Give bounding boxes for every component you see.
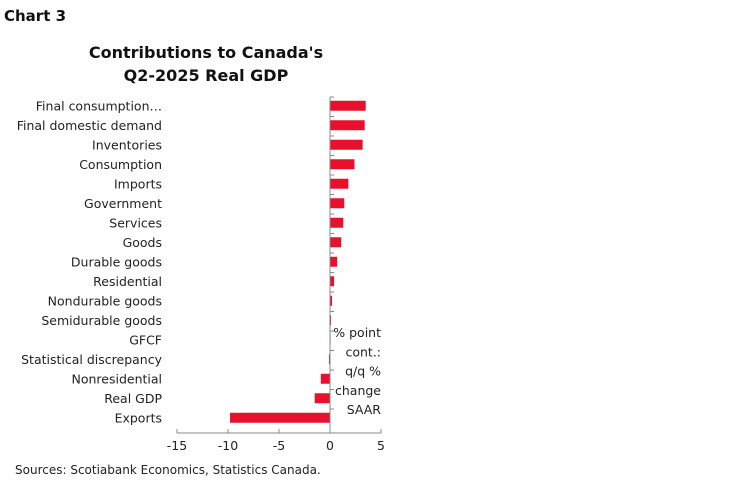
- axis-unit-annotation: change: [335, 383, 381, 398]
- bar: [320, 373, 330, 384]
- category-label: Real GDP: [104, 391, 162, 406]
- category-label: Nondurable goods: [48, 293, 162, 308]
- chart-title-line-2: Q2-2025 Real GDP: [124, 66, 289, 85]
- bar: [328, 354, 330, 365]
- chart-label: Chart 3: [4, 7, 66, 25]
- axis-unit-annotation: SAAR: [347, 402, 382, 417]
- axis-unit-annotation: % point: [333, 325, 381, 340]
- bar: [330, 139, 363, 150]
- category-label: Exports: [115, 410, 162, 425]
- category-label: Residential: [93, 274, 162, 289]
- category-label: Nonresidential: [71, 371, 162, 386]
- category-label: Imports: [114, 176, 162, 191]
- axis-unit-annotation: cont.:: [345, 344, 381, 359]
- x-tick-label: -10: [218, 438, 238, 453]
- axis-unit-annotation: q/q %: [345, 364, 381, 379]
- category-label: Consumption: [79, 157, 162, 172]
- category-label: Semidurable goods: [41, 313, 162, 328]
- bar: [330, 198, 345, 209]
- bar: [330, 178, 349, 189]
- bar: [330, 315, 332, 326]
- category-label: Durable goods: [71, 254, 162, 269]
- bar: [330, 295, 333, 306]
- category-label: Government: [84, 196, 162, 211]
- bar: [330, 256, 338, 267]
- x-tick-label: 0: [326, 438, 334, 453]
- bar: [330, 276, 335, 287]
- category-label: Statistical discrepancy: [21, 352, 162, 367]
- source-note: Sources: Scotiabank Economics, Statistic…: [15, 463, 321, 477]
- bar: [230, 412, 330, 423]
- category-label: Goods: [123, 235, 162, 250]
- bar: [330, 159, 355, 170]
- bar: [330, 237, 342, 248]
- x-tick-label: -5: [273, 438, 285, 453]
- x-tick-label: -15: [167, 438, 187, 453]
- chart-title-line-1: Contributions to Canada's: [89, 43, 323, 62]
- x-tick-label: 5: [377, 438, 385, 453]
- bar: [330, 120, 365, 131]
- category-label: Final consumption…: [36, 98, 162, 113]
- category-label: GFCF: [129, 332, 162, 347]
- bar: [314, 393, 330, 404]
- category-label: Services: [109, 215, 162, 230]
- category-label: Final domestic demand: [17, 118, 162, 133]
- category-label: Inventories: [92, 137, 162, 152]
- bar: [330, 100, 366, 111]
- bar: [330, 217, 344, 228]
